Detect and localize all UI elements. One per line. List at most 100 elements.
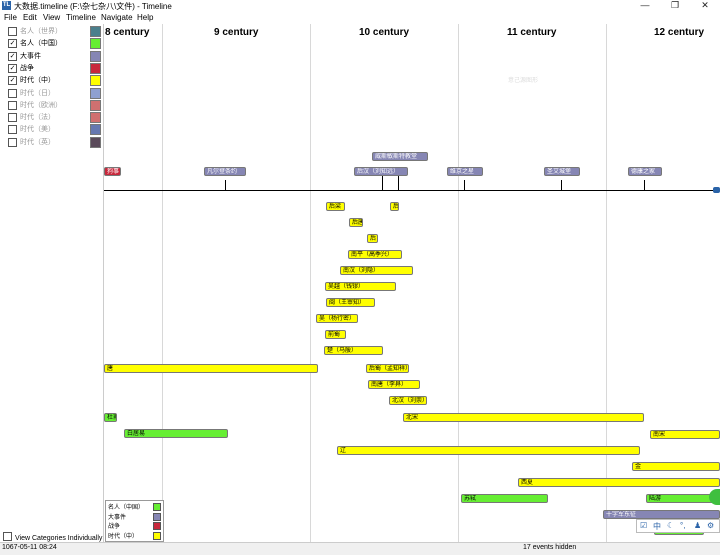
period-event-bar[interactable]: 南唐（李昪） (368, 380, 420, 389)
period-event-bar[interactable]: 十字军东征 (603, 510, 720, 519)
status-bar: 1067-05-11 08:24 17 events hidden (0, 542, 720, 555)
category-row[interactable]: 时代（美） (8, 124, 103, 136)
period-event-bar[interactable]: 辽 (337, 446, 640, 455)
period-event-bar[interactable]: 楚（马殷） (324, 346, 383, 355)
category-checkbox[interactable] (8, 113, 17, 123)
watermark-logo: 意己源图形 (508, 78, 539, 84)
menu-navigate[interactable]: Navigate (101, 13, 133, 22)
menu-help[interactable]: Help (137, 13, 154, 22)
period-event-bar[interactable]: 杜甫 (104, 413, 117, 422)
period-event-bar[interactable]: 吴越（钱镠） (325, 282, 396, 291)
period-event-bar[interactable]: 后 (367, 234, 378, 243)
category-checkbox[interactable] (8, 125, 17, 135)
event-tick (464, 180, 465, 190)
event-marker[interactable]: 德康之家 (628, 167, 662, 176)
period-event-bar[interactable]: 后唐 (349, 218, 363, 227)
category-checkbox[interactable] (8, 137, 17, 147)
view-individually-checkbox[interactable] (3, 532, 12, 541)
legend-label: 名人（中国） (108, 505, 145, 511)
category-row[interactable]: 名人（世界） (8, 26, 103, 38)
view-categories-individually[interactable]: View Categories Individually (3, 531, 102, 542)
minimize-button[interactable]: — (640, 0, 650, 10)
ime-user-icon[interactable]: ♟ (694, 521, 702, 530)
period-event-bar[interactable]: 唐 (104, 364, 318, 373)
menu-file[interactable]: File (4, 13, 17, 22)
event-marker[interactable]: 后汉（刘知远） (354, 167, 408, 176)
event-tick (398, 170, 399, 190)
ime-moon-icon[interactable]: ☾ (667, 521, 675, 530)
axis-scroll-handle[interactable] (713, 187, 720, 193)
floating-assistant-icon[interactable] (709, 489, 720, 505)
legend-label: 战争 (108, 524, 121, 530)
view-individually-label: View Categories Individually (15, 535, 103, 542)
category-row[interactable]: 时代（欧洲） (8, 99, 103, 112)
category-color-swatch[interactable] (90, 87, 101, 99)
category-row[interactable]: ✓ 时代（中） (8, 75, 103, 87)
period-event-bar[interactable]: 北宋 (403, 413, 644, 422)
category-label: 时代（中） (20, 77, 55, 85)
century-divider (606, 24, 607, 542)
century-divider (162, 24, 163, 542)
period-event-bar[interactable]: 南宋 (650, 430, 720, 439)
period-event-bar[interactable]: 苏轼 (461, 494, 548, 503)
period-event-bar[interactable]: 闽（王审知） (326, 298, 375, 307)
category-row[interactable]: 时代（法） (8, 112, 103, 124)
category-checkbox[interactable] (8, 27, 17, 36)
category-color-swatch[interactable] (90, 99, 101, 111)
ime-chinese-mode[interactable]: 中 (653, 522, 661, 531)
category-legend: 名人（中国） 大事件 战争 时代（中） (105, 500, 164, 542)
event-marker[interactable]: 威斯敏斯特教堂 (372, 152, 428, 161)
category-color-swatch[interactable] (90, 26, 101, 37)
period-event-bar[interactable]: 西夏 (518, 478, 720, 487)
category-color-swatch[interactable] (90, 75, 101, 87)
category-checkbox[interactable]: ✓ (8, 76, 17, 86)
event-tick (561, 180, 562, 190)
category-checkbox[interactable] (8, 88, 17, 98)
legend-item: 大事件 (108, 512, 162, 521)
menu-edit[interactable]: Edit (23, 13, 37, 22)
category-row[interactable]: 时代（英） (8, 136, 103, 149)
event-marker[interactable]: 凡尔登条约 (204, 167, 246, 176)
period-event-bar[interactable]: 南平（高季兴） (348, 250, 402, 259)
menu-timeline[interactable]: Timeline (66, 13, 96, 22)
event-tick (644, 180, 645, 190)
legend-color-swatch (153, 531, 161, 540)
legend-item: 战争 (108, 521, 162, 530)
maximize-button[interactable]: ❐ (670, 0, 680, 10)
category-row[interactable]: ✓ 战争 (8, 62, 103, 75)
category-color-swatch[interactable] (90, 50, 101, 62)
category-checkbox[interactable]: ✓ (8, 51, 17, 61)
period-event-bar[interactable]: 前蜀 (325, 330, 346, 339)
period-event-bar[interactable]: 后 (390, 202, 399, 211)
timeline-canvas[interactable]: 8 century 9 century 10 century 11 centur… (104, 24, 720, 542)
period-event-bar[interactable]: 金 (632, 462, 720, 471)
period-event-bar[interactable]: 吴（杨行密） (316, 314, 358, 323)
category-color-swatch[interactable] (90, 112, 101, 124)
category-color-swatch[interactable] (90, 62, 101, 74)
period-event-bar[interactable]: 白居易 (124, 429, 228, 438)
period-event-bar[interactable]: 后梁 (326, 202, 345, 211)
category-row[interactable]: ✓ 大事件 (8, 50, 103, 63)
period-event-bar[interactable]: 南汉（刘隐） (340, 266, 413, 275)
event-tick (225, 180, 226, 190)
category-checkbox[interactable] (8, 100, 17, 110)
event-marker[interactable]: 狗事 (104, 167, 121, 176)
period-event-bar[interactable]: 后蜀（孟知祥） (366, 364, 409, 373)
category-label: 战争 (20, 64, 34, 72)
close-button[interactable]: ✕ (701, 0, 709, 10)
category-color-swatch[interactable] (90, 38, 101, 50)
ime-punctuation-icon[interactable]: °, (680, 521, 686, 530)
category-checkbox[interactable]: ✓ (8, 63, 17, 73)
event-marker[interactable]: 圣艾城堡 (544, 167, 580, 176)
category-checkbox[interactable]: ✓ (8, 39, 17, 49)
category-color-swatch[interactable] (90, 136, 101, 148)
ime-settings-icon[interactable]: ⚙ (707, 521, 715, 530)
century-label: 8 century (105, 27, 150, 38)
category-color-swatch[interactable] (90, 124, 101, 136)
event-marker[interactable]: 维京之星 (447, 167, 483, 176)
category-row[interactable]: 时代（日） (8, 87, 103, 100)
category-row[interactable]: ✓ 名人（中国） (8, 38, 103, 50)
ime-switch-icon[interactable]: ☑ (640, 521, 648, 530)
period-event-bar[interactable]: 北汉（刘崇） (389, 396, 427, 405)
menu-view[interactable]: View (43, 13, 61, 22)
